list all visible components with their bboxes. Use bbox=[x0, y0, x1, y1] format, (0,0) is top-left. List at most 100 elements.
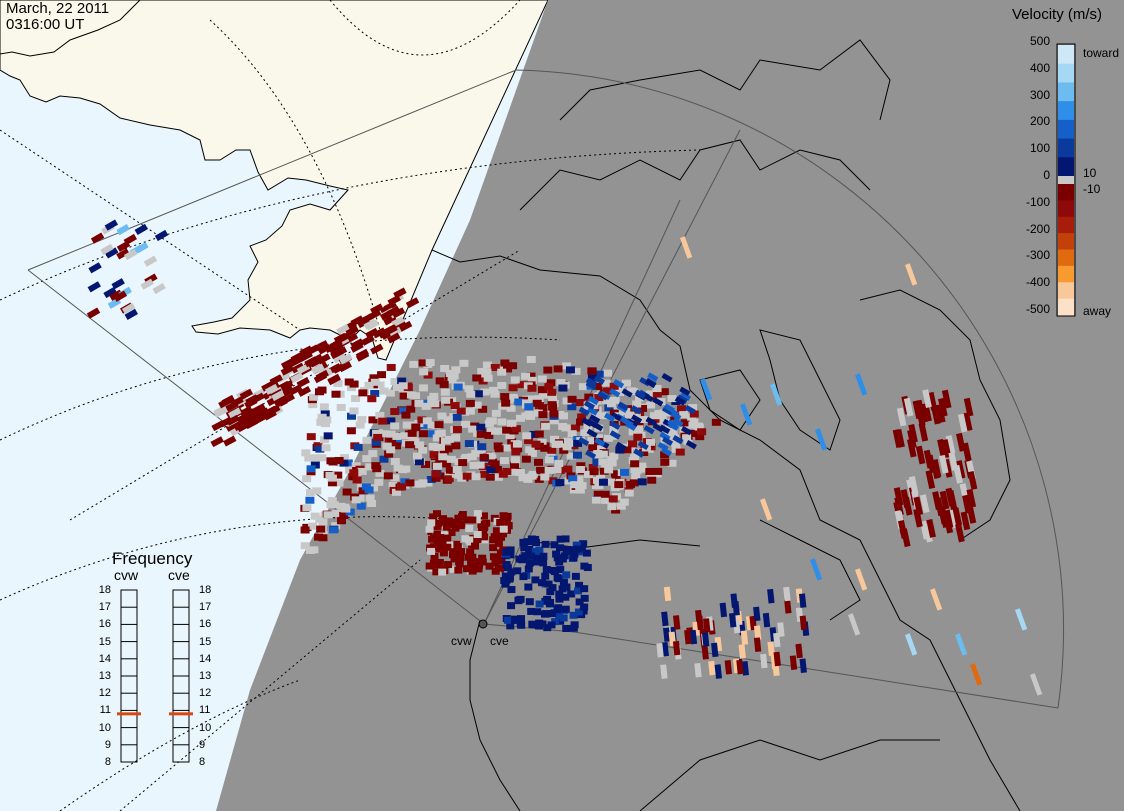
freq-marker-cve bbox=[169, 712, 193, 716]
velocity-cell bbox=[613, 379, 625, 389]
velocity-cell bbox=[504, 521, 513, 529]
velocity-cell bbox=[582, 549, 591, 557]
velocity-cell bbox=[357, 467, 367, 475]
velocity-cell bbox=[738, 644, 746, 659]
velocity-cell bbox=[625, 405, 635, 413]
velocity-cell bbox=[534, 430, 544, 438]
velocity-cell bbox=[134, 223, 148, 236]
velocity-cell bbox=[451, 442, 461, 450]
velocity-cell bbox=[603, 434, 613, 442]
velocity-cell bbox=[587, 395, 599, 406]
toward-label: toward bbox=[1083, 46, 1120, 60]
velocity-cell bbox=[409, 360, 419, 368]
velocity-cell bbox=[598, 458, 608, 466]
velocity-cell bbox=[398, 320, 413, 332]
velocity-cell bbox=[429, 451, 439, 459]
velocity-cell bbox=[541, 572, 550, 580]
velocity-cell bbox=[663, 586, 672, 602]
velocity-cell bbox=[323, 432, 333, 440]
velocity-cell bbox=[387, 332, 401, 344]
velocity-cell bbox=[383, 324, 397, 336]
velocity-cell bbox=[406, 391, 416, 399]
velocity-cell bbox=[925, 470, 936, 489]
frequency-tick-label: 12 bbox=[98, 687, 111, 700]
velocity-cell bbox=[510, 456, 520, 464]
velocity-cell bbox=[495, 564, 504, 572]
velocity-cell bbox=[637, 440, 649, 451]
velocity-cell bbox=[537, 386, 547, 394]
velocity-cell bbox=[688, 404, 698, 412]
velocity-cell bbox=[767, 641, 775, 657]
velocity-cell bbox=[512, 440, 522, 448]
velocity-cell bbox=[634, 420, 644, 428]
velocity-cell bbox=[392, 384, 402, 392]
velocity-cell bbox=[569, 486, 579, 494]
frequency-tick-label: 10 bbox=[199, 721, 212, 734]
velocity-cell bbox=[556, 566, 565, 574]
velocity-cell bbox=[152, 282, 166, 295]
velocity-cell bbox=[385, 389, 395, 397]
velocity-cell bbox=[714, 664, 723, 679]
velocity-cell bbox=[499, 525, 508, 533]
velocity-cell bbox=[318, 534, 328, 542]
velocity-cell bbox=[575, 466, 585, 474]
velocity-cell bbox=[143, 255, 158, 267]
velocity-cell bbox=[425, 562, 434, 570]
frequency-tick-label: 14 bbox=[199, 652, 212, 665]
velocity-cell bbox=[405, 441, 415, 449]
velocity-cell bbox=[225, 420, 239, 432]
velocity-cell bbox=[386, 430, 396, 438]
velocity-cell bbox=[317, 413, 327, 421]
velocity-cell bbox=[562, 397, 572, 405]
velocity-cell bbox=[466, 548, 475, 556]
velocity-cell bbox=[511, 448, 521, 456]
velocity-cell bbox=[908, 423, 918, 443]
velocity-cell bbox=[334, 456, 344, 464]
velocity-cell bbox=[510, 376, 520, 384]
velocity-cell bbox=[534, 395, 544, 403]
velocity-cell bbox=[473, 390, 483, 398]
velocity-cell bbox=[308, 401, 318, 409]
velocity-cell bbox=[467, 453, 477, 461]
velocity-cell bbox=[524, 436, 534, 444]
velocity-cell bbox=[503, 616, 512, 624]
velocity-cell bbox=[380, 309, 394, 321]
velocity-cell bbox=[362, 436, 372, 444]
velocity-cell bbox=[486, 466, 496, 474]
velocity-cell bbox=[562, 624, 571, 632]
colorbar-segment bbox=[1058, 282, 1074, 300]
velocity-cell bbox=[281, 393, 295, 405]
velocity-cell bbox=[88, 262, 102, 274]
velocity-cell bbox=[390, 474, 400, 482]
velocity-cell bbox=[540, 473, 550, 481]
velocity-cell bbox=[336, 323, 350, 335]
velocity-cell bbox=[580, 562, 589, 570]
velocity-cell bbox=[609, 430, 621, 440]
velocity-cell bbox=[378, 417, 388, 425]
velocity-cell bbox=[478, 554, 487, 562]
velocity-cell bbox=[610, 411, 622, 422]
velocity-cell bbox=[753, 606, 761, 622]
colorbar-tick-label: 100 bbox=[1029, 141, 1050, 156]
velocity-cell bbox=[476, 430, 486, 438]
velocity-cell bbox=[423, 421, 433, 429]
velocity-cell bbox=[567, 590, 576, 598]
velocity-cell bbox=[213, 406, 227, 418]
frequency-tick-label: 9 bbox=[199, 738, 206, 751]
velocity-cell bbox=[695, 433, 705, 441]
velocity-cell bbox=[533, 608, 542, 616]
velocity-cell bbox=[497, 368, 507, 376]
velocity-cell bbox=[310, 461, 320, 469]
velocity-cell bbox=[558, 384, 568, 392]
velocity-cell bbox=[453, 543, 462, 551]
velocity-cell bbox=[280, 364, 295, 376]
velocity-cell bbox=[375, 469, 385, 477]
velocity-cell bbox=[467, 554, 476, 562]
velocity-cell bbox=[592, 458, 602, 466]
velocity-cell bbox=[471, 473, 481, 481]
velocity-cell bbox=[740, 630, 749, 645]
velocity-cell bbox=[569, 624, 578, 632]
velocity-cell bbox=[814, 428, 828, 451]
velocity-cell bbox=[693, 422, 703, 430]
velocity-cell bbox=[547, 621, 556, 629]
